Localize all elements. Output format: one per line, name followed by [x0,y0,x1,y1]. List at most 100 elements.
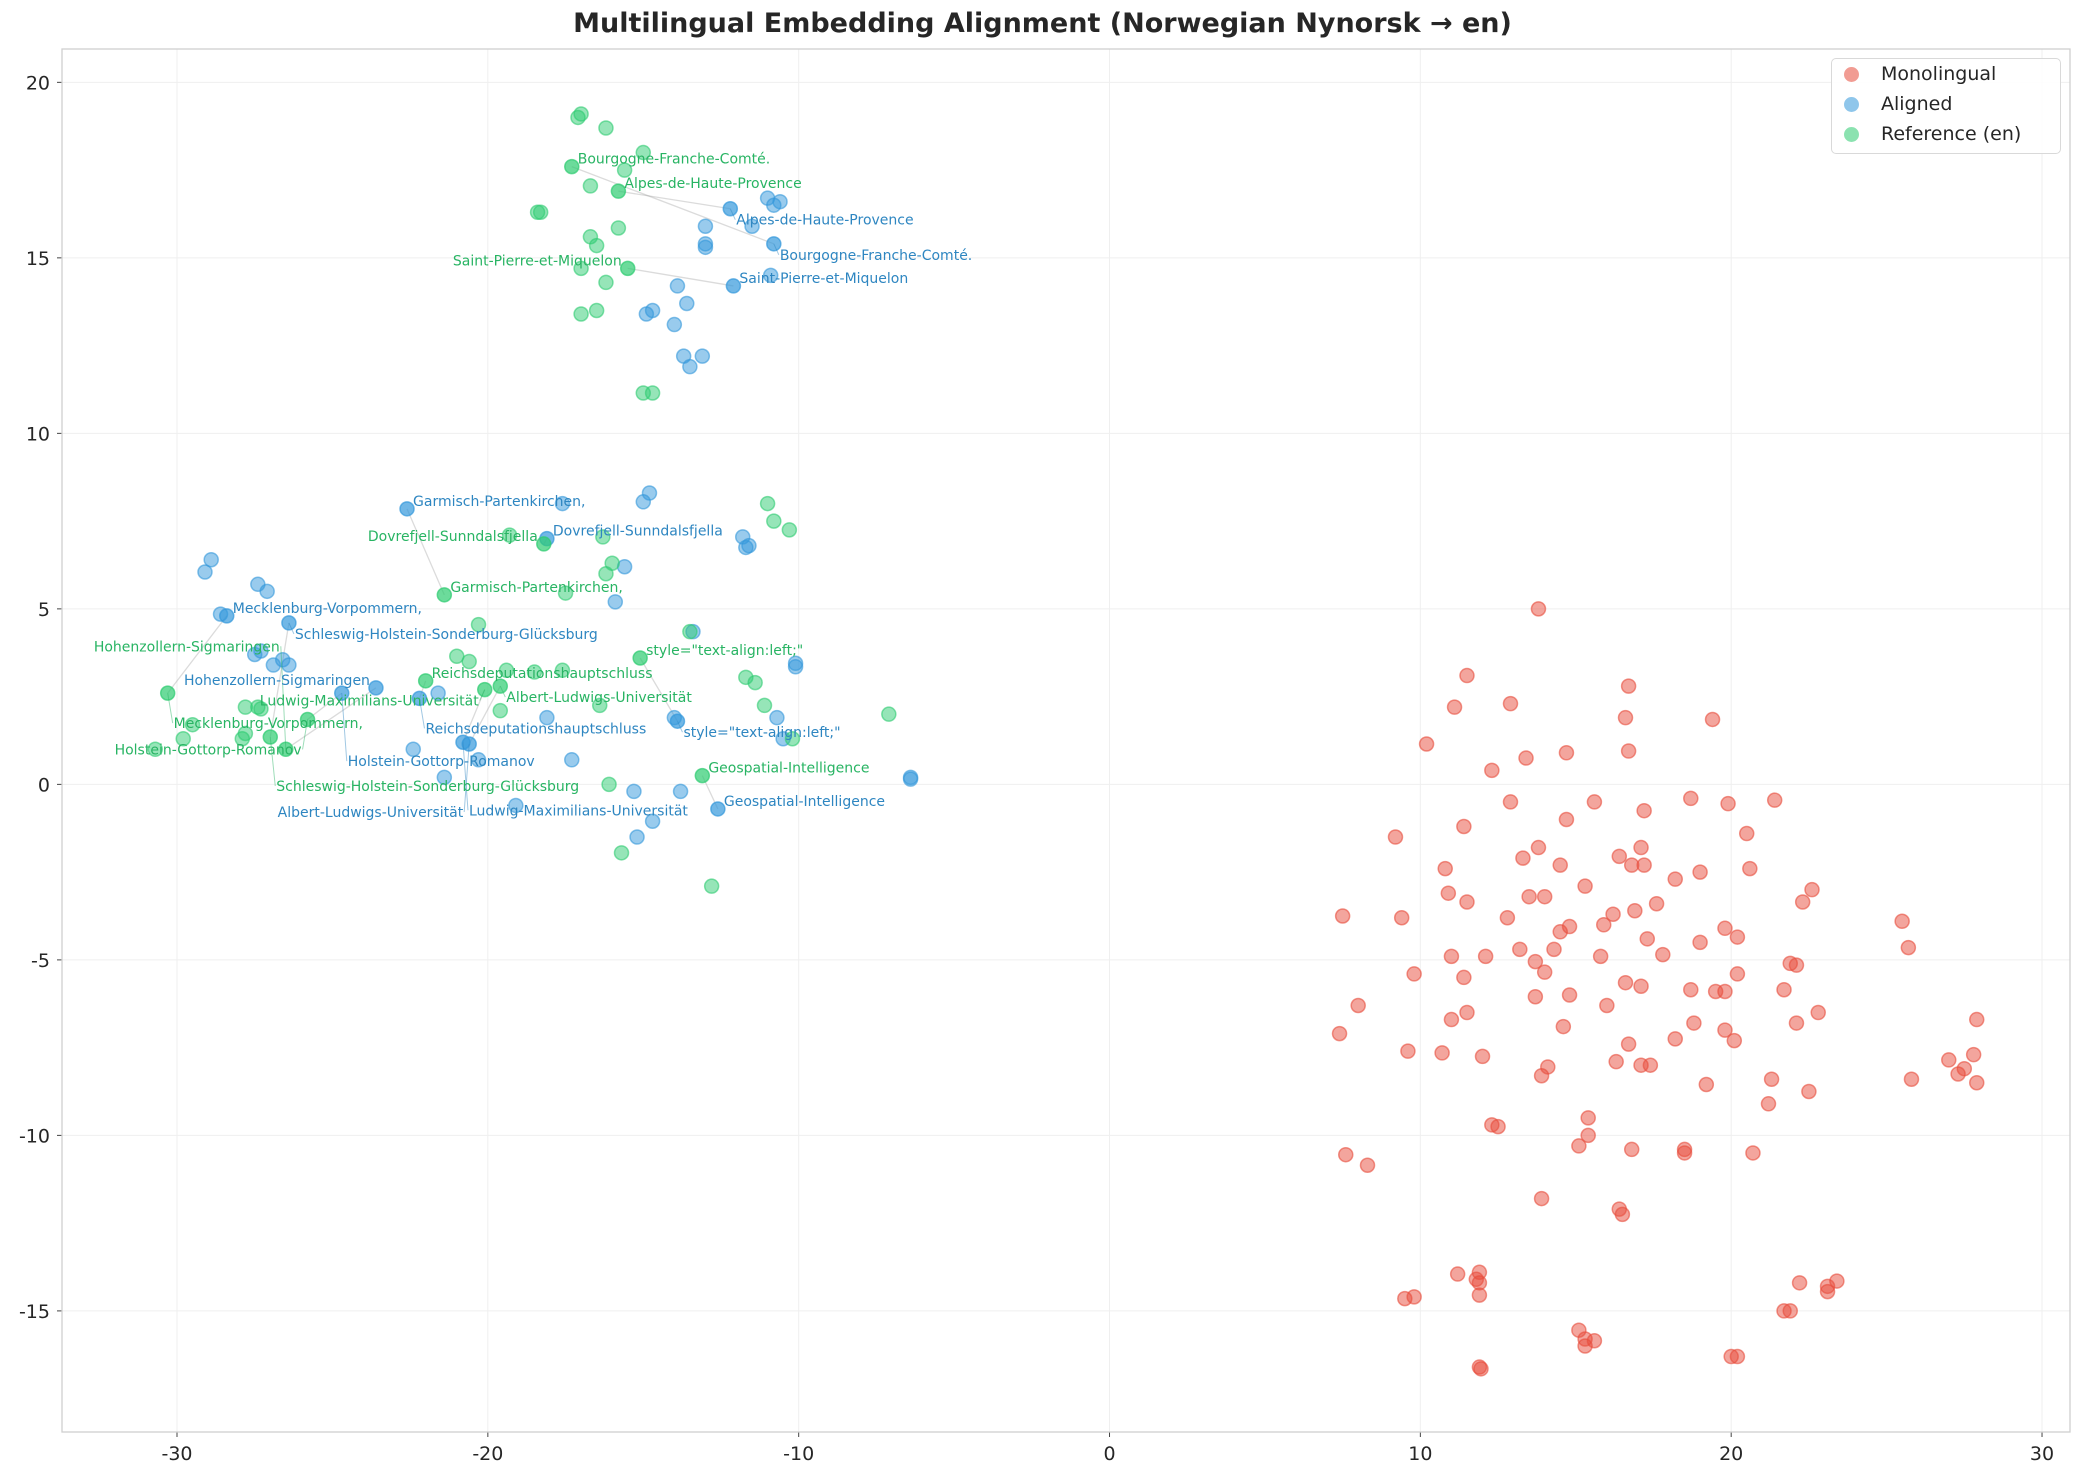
label-leader-line [773,243,780,256]
monolingual-point [1599,997,1615,1014]
reference-en-point [881,706,897,722]
aligned-point [787,655,804,672]
label-leader-line [280,646,287,750]
monolingual-point [1623,1141,1640,1158]
alignment-link [406,508,445,596]
legend-marker-icon [1844,126,1859,142]
point-label: Dovrefjell-Sunndalsfjella [368,529,538,545]
x-tick-label: -10 [783,1443,814,1465]
monolingual-point [1683,790,1699,807]
aligned-point [902,771,919,787]
annotated-point [766,236,782,252]
aligned-point [672,783,689,800]
monolingual-point [1829,1273,1845,1289]
monolingual-point [1782,1303,1798,1319]
aligned-point [738,539,754,556]
alignment-link [462,689,486,743]
alignment-link [468,685,501,745]
reference-en-point [461,653,477,670]
point-label: Schleswig-Holstein-Sonderburg-Glücksburg [276,779,579,795]
point-label: Reichsdeputationshauptschluss [425,721,646,737]
aligned-point [635,494,652,510]
point-label: Geospatial-Intelligence [724,794,885,810]
monolingual-point [1692,934,1708,951]
point-label: Hohenzollern-Sigmaringen [94,639,280,655]
point-label: Albert-Ludwigs-Universität [278,805,464,821]
monolingual-point [1900,939,1917,956]
legend-label: Monolingual [1881,63,1997,85]
monolingual-point [1459,667,1475,684]
monolingual-point [1894,913,1910,930]
monolingual-point [1474,1048,1491,1065]
monolingual-point [1400,1043,1416,1059]
aligned-point [539,709,555,726]
monolingual-point [1717,983,1733,1000]
monolingual-point [1627,902,1643,919]
monolingual-point [1676,1145,1693,1161]
monolingual-point [1941,1052,1957,1068]
point-label: Geospatial-Intelligence [708,761,869,777]
label-leader-line [418,698,425,729]
monolingual-point [1555,1018,1572,1035]
reference-en-point [532,204,549,220]
y-tick-label: -10 [19,1125,50,1147]
label-leader-line [462,742,469,811]
x-tick-label: -30 [161,1443,192,1465]
annotated-point [218,608,235,624]
monolingual-point [1577,878,1593,894]
label-leader-line [167,693,174,724]
monolingual-point [1633,978,1649,994]
y-tick-label: 20 [26,72,50,94]
reference-en-point [781,522,798,538]
label-leader-line [302,719,309,750]
aligned-point [769,709,785,726]
point-label: Ludwig-Maximilians-Universität [260,694,479,710]
monolingual-point [1667,1031,1683,1047]
aligned-point [697,218,714,235]
monolingual-point [1471,1287,1488,1303]
annotated-point [564,158,580,175]
annotated-point [281,615,297,631]
monolingual-point [1473,1361,1489,1377]
annotated-point [610,183,627,199]
point-label: Garmisch-Partenkirchen, [413,494,585,510]
reference-en-point [554,662,571,679]
monolingual-point [1477,948,1494,965]
monolingual-point [1558,745,1575,761]
annotated-point [159,685,176,701]
aligned-point [246,646,263,663]
annotated-point [278,741,294,758]
reference-en-point [470,616,487,633]
reference-en-point [703,878,720,894]
aligned-point [564,752,580,768]
monolingual-point [1459,1004,1475,1021]
label-leader-line [463,743,470,813]
x-tick-label: -20 [472,1443,503,1465]
monolingual-point [1617,709,1634,726]
y-tick-label: 0 [38,774,50,796]
aligned-point [607,594,624,610]
annotated-point [262,729,279,745]
label-leader-line [269,736,276,787]
legend-label: Reference (en) [1881,123,2022,145]
annotated-point [722,200,739,217]
y-tick-label: -5 [31,950,50,972]
monolingual-point [1655,946,1671,963]
point-label: Holstein-Gottorp-Romanov [348,754,535,770]
monolingual-point [1440,885,1457,901]
monolingual-point [1950,1066,1966,1082]
monolingual-point [1459,894,1475,910]
aligned-point [744,218,760,235]
monolingual-point [1580,1110,1596,1126]
reference-en-point [237,725,254,742]
annotated-point [710,801,726,817]
monolingual-point [1717,920,1733,937]
monolingual-point [1788,1015,1805,1031]
reference-en-point [759,495,776,512]
monolingual-point [1518,750,1534,766]
monolingual-point [1620,1036,1637,1052]
annotated-point [299,711,316,728]
legend-marker-icon [1844,96,1859,112]
reference-en-point [588,237,605,254]
monolingual-point [1698,1076,1715,1093]
